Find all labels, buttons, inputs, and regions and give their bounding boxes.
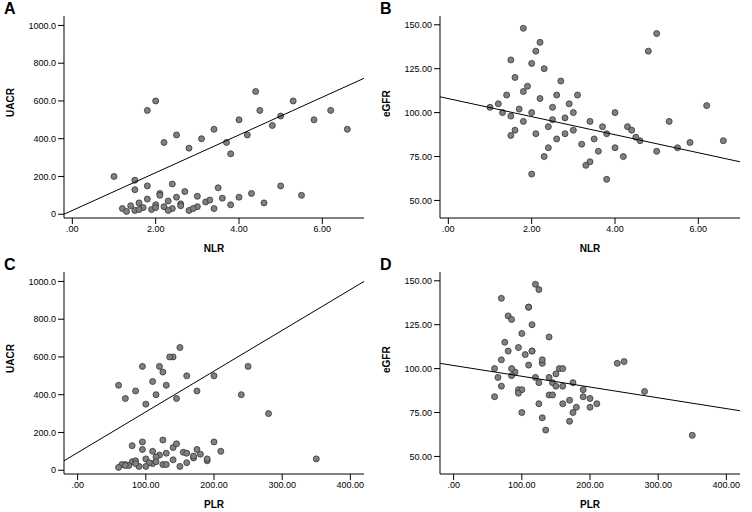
svg-text:PLR: PLR bbox=[204, 499, 225, 510]
svg-text:2.00: 2.00 bbox=[523, 224, 541, 234]
svg-text:400.00: 400.00 bbox=[337, 480, 365, 490]
svg-text:600.0: 600.0 bbox=[33, 352, 56, 362]
svg-text:.00: .00 bbox=[442, 224, 455, 234]
svg-text:1000.0: 1000.0 bbox=[28, 277, 56, 287]
svg-text:200.0: 200.0 bbox=[33, 428, 56, 438]
svg-text:150.00: 150.00 bbox=[404, 276, 432, 286]
svg-text:75.00: 75.00 bbox=[409, 408, 432, 418]
svg-text:4.00: 4.00 bbox=[606, 224, 624, 234]
svg-text:.00: .00 bbox=[66, 224, 79, 234]
svg-text:125.00: 125.00 bbox=[404, 64, 432, 74]
svg-text:6.00: 6.00 bbox=[314, 224, 332, 234]
svg-text:150.00: 150.00 bbox=[404, 20, 432, 30]
svg-text:eGFR: eGFR bbox=[381, 346, 392, 373]
svg-text:100.00: 100.00 bbox=[508, 480, 536, 490]
html-text:B: B bbox=[380, 0, 392, 17]
svg-text:125.00: 125.00 bbox=[404, 320, 432, 330]
svg-text:0: 0 bbox=[51, 209, 56, 219]
svg-text:200.00: 200.00 bbox=[200, 480, 228, 490]
svg-text:400.00: 400.00 bbox=[713, 480, 741, 490]
svg-text:100.00: 100.00 bbox=[132, 480, 160, 490]
svg-text:400.0: 400.0 bbox=[33, 134, 56, 144]
svg-text:50.00: 50.00 bbox=[409, 452, 432, 462]
svg-text:.00: .00 bbox=[447, 480, 460, 490]
svg-text:0: 0 bbox=[51, 465, 56, 475]
svg-text:UACR: UACR bbox=[8, 87, 16, 117]
svg-text:2.00: 2.00 bbox=[147, 224, 165, 234]
html-text:C: C bbox=[4, 256, 16, 273]
svg-text:800.0: 800.0 bbox=[33, 58, 56, 68]
svg-text:NLR: NLR bbox=[204, 243, 225, 254]
svg-text:400.0: 400.0 bbox=[33, 390, 56, 400]
html-text:A: A bbox=[4, 0, 16, 17]
svg-text:75.00: 75.00 bbox=[409, 152, 432, 162]
html-text:D: D bbox=[380, 256, 392, 273]
svg-text:50.00: 50.00 bbox=[409, 196, 432, 206]
svg-text:100.00: 100.00 bbox=[404, 364, 432, 374]
svg-text:800.0: 800.0 bbox=[33, 314, 56, 324]
svg-text:PLR: PLR bbox=[580, 499, 601, 510]
svg-text:eGFR: eGFR bbox=[381, 90, 392, 117]
svg-text:300.00: 300.00 bbox=[268, 480, 296, 490]
svg-text:NLR: NLR bbox=[580, 243, 601, 254]
svg-text:300.00: 300.00 bbox=[644, 480, 672, 490]
svg-text:600.0: 600.0 bbox=[33, 96, 56, 106]
svg-text:6.00: 6.00 bbox=[690, 224, 708, 234]
svg-text:200.0: 200.0 bbox=[33, 172, 56, 182]
svg-text:UACR: UACR bbox=[8, 343, 16, 373]
svg-text:1000.0: 1000.0 bbox=[28, 21, 56, 31]
svg-text:.00: .00 bbox=[71, 480, 84, 490]
svg-text:200.00: 200.00 bbox=[576, 480, 604, 490]
svg-text:100.00: 100.00 bbox=[404, 108, 432, 118]
svg-text:4.00: 4.00 bbox=[230, 224, 248, 234]
